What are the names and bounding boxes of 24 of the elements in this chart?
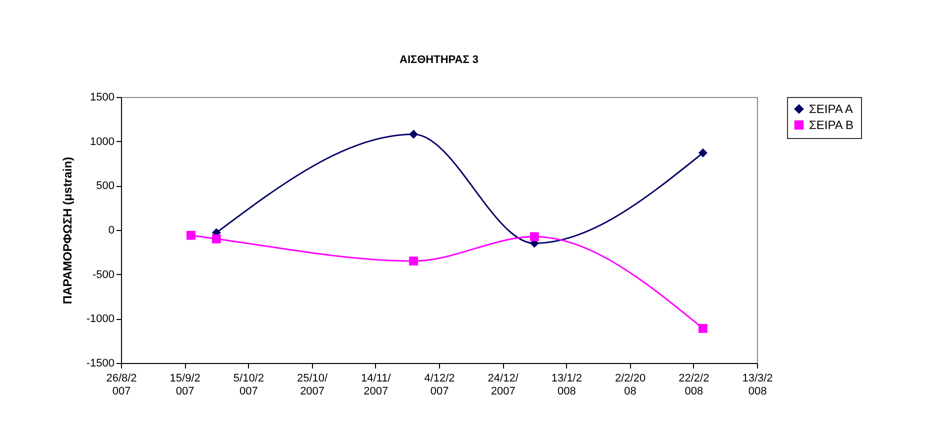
x-tick-label: 14/11/2007	[361, 372, 392, 398]
x-tick-label: 2/2/2008	[615, 372, 646, 398]
point	[698, 324, 708, 333]
y-tick-label: -500	[92, 268, 114, 281]
x-tick-label: 13/1/2008	[551, 372, 582, 398]
y-tick-label: 500	[96, 180, 114, 192]
legend-label: ΣΕΙΡΑ Β	[809, 118, 854, 132]
y-tick-label: -1500	[86, 358, 114, 370]
y-tick-label: 1500	[90, 92, 114, 104]
y-axis-title: ΠΑΡΑΜΟΡΦΩΣΗ (μstrain)	[60, 156, 74, 304]
x-tick-label: 4/12/2007	[424, 372, 455, 398]
x-tick-label: 22/2/2008	[678, 372, 710, 398]
x-tick-label: 15/9/2007	[170, 372, 200, 398]
x-tick-label: 5/10/2007	[233, 372, 264, 398]
x-tick-label: 24/12/2007	[488, 372, 520, 398]
point	[186, 230, 196, 240]
y-tick-label: 0	[108, 224, 114, 236]
x-tick-label: 25/10/2007	[297, 372, 329, 398]
x-tick-label: 13/3/2008	[742, 372, 773, 398]
x-tick-label: 26/8/2007	[106, 372, 137, 398]
y-tick-label: -1000	[86, 313, 114, 326]
legend-label: ΣΕΙΡΑ Α	[809, 102, 853, 116]
y-tick-label: 1000	[90, 136, 114, 148]
chart-title: ΑΙΣΘΗΤΗΡΑΣ 3	[399, 54, 479, 66]
